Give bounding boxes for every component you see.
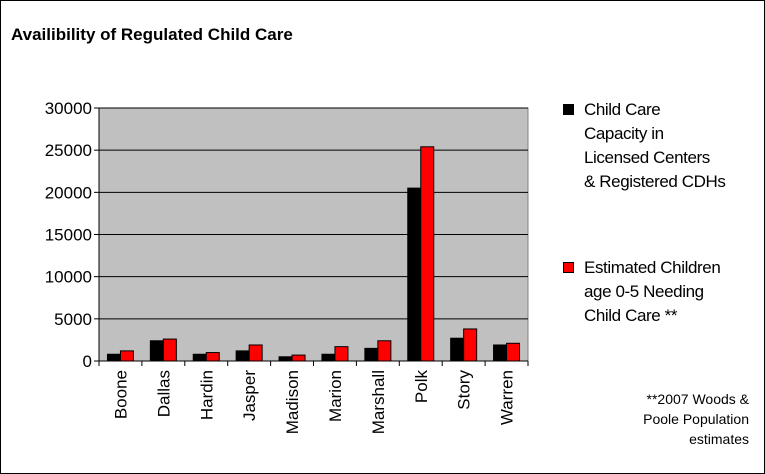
bar-estimated-marion — [334, 346, 349, 362]
bar-estimated-madison — [291, 354, 306, 362]
y-tick-label: 25000 — [45, 141, 92, 160]
bar-capacity-polk — [407, 187, 422, 362]
footnote: **2007 Woods & Poole Population estimate… — [643, 391, 749, 447]
bar-capacity-marion — [321, 353, 336, 362]
bar-capacity-jasper — [235, 350, 250, 362]
legend-swatch-estimated — [563, 262, 574, 273]
legend-label-capacity: Child Care Capacity in Licensed Centers … — [584, 100, 726, 191]
bar-capacity-warren — [493, 344, 508, 362]
x-tick-label: Boone — [111, 370, 130, 419]
bar-estimated-hardin — [205, 352, 220, 362]
y-tick-label: 15000 — [45, 226, 92, 245]
bar-estimated-boone — [119, 350, 134, 362]
bar-estimated-story — [463, 328, 478, 362]
bar-estimated-warren — [506, 342, 521, 362]
y-tick-label: 10000 — [45, 268, 92, 287]
bar-estimated-marshall — [377, 340, 392, 362]
y-tick-label: 5000 — [54, 310, 92, 329]
x-tick-label: Story — [455, 370, 474, 410]
y-tick-label: 0 — [83, 352, 92, 371]
bar-capacity-boone — [106, 353, 121, 362]
bar-estimated-polk — [420, 146, 435, 362]
y-tick-label: 20000 — [45, 183, 92, 202]
legend-swatch-capacity — [563, 104, 574, 115]
x-tick-label: Madison — [283, 370, 302, 434]
bar-estimated-jasper — [248, 344, 263, 362]
gridlines — [99, 107, 528, 320]
chart-title: Availibility of Regulated Child Care — [11, 25, 293, 44]
x-tick-label: Jasper — [240, 370, 259, 421]
x-tick-label: Polk — [412, 370, 431, 404]
x-tick-label: Marion — [326, 370, 345, 422]
y-tick-label: 30000 — [45, 99, 92, 118]
x-tick-label: Marshall — [369, 370, 388, 434]
bar-capacity-story — [450, 337, 465, 362]
bar-estimated-dallas — [162, 338, 177, 362]
bar-capacity-madison — [278, 356, 293, 362]
legend-label-estimated: Estimated Children age 0-5 Needing Child… — [584, 258, 721, 325]
bar-capacity-marshall — [364, 347, 379, 362]
x-tick-label: Warren — [498, 370, 517, 425]
bar-capacity-hardin — [192, 353, 207, 362]
x-tick-label: Hardin — [197, 370, 216, 420]
x-tick-label: Dallas — [154, 370, 173, 417]
axes: 0 5000 10000 15000 20000 25000 30000 Boone Dalla… — [45, 99, 529, 434]
bar-capacity-dallas — [149, 340, 164, 362]
